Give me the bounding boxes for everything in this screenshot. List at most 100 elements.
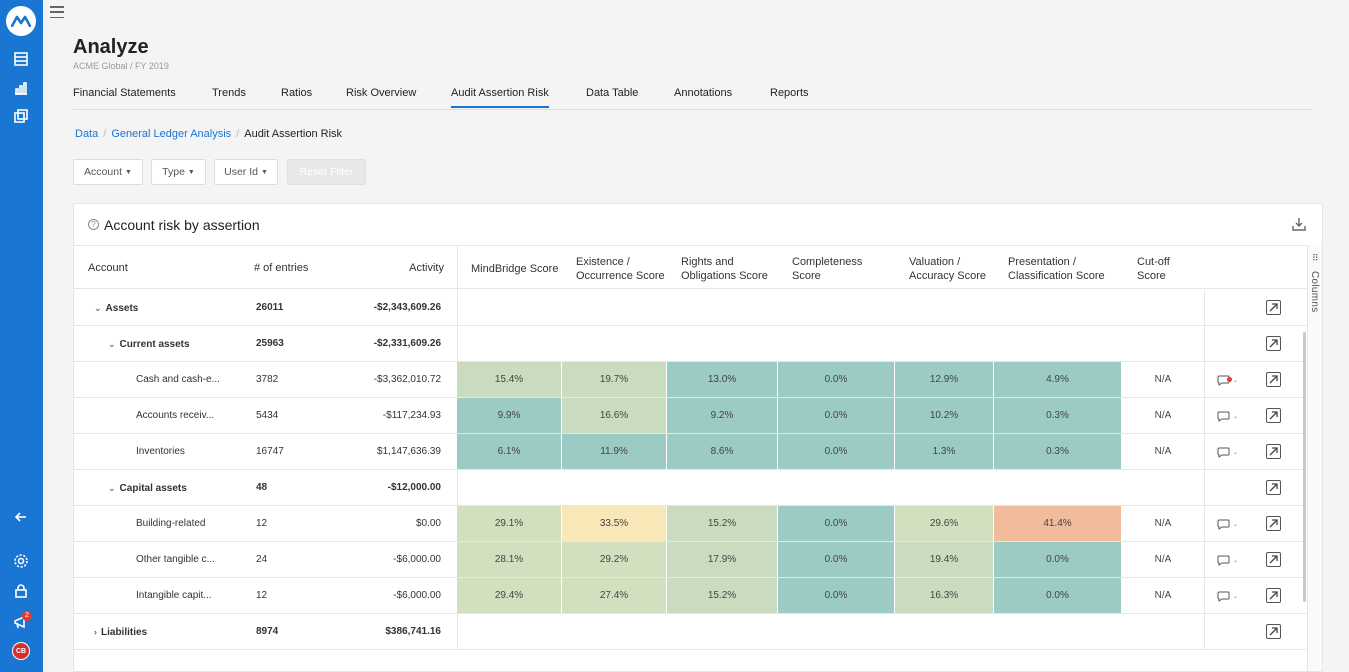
score-cell[interactable]: 29.4%: [457, 578, 562, 613]
open-detail-icon[interactable]: [1266, 372, 1281, 387]
open-detail-icon[interactable]: [1266, 516, 1281, 531]
score-cell[interactable]: 9.9%: [457, 398, 562, 433]
open-detail-icon[interactable]: [1266, 300, 1281, 315]
score-cell[interactable]: 0.0%: [778, 434, 895, 469]
chevron-right-icon[interactable]: ›: [94, 627, 97, 637]
header-valuation-score[interactable]: Valuation / Accuracy Score: [909, 256, 987, 282]
tab-risk-overview[interactable]: Risk Overview: [346, 87, 417, 99]
download-icon[interactable]: [1292, 217, 1306, 231]
tab-ratios[interactable]: Ratios: [281, 87, 313, 99]
open-detail-icon[interactable]: [1266, 444, 1281, 459]
open-detail-icon[interactable]: [1266, 408, 1281, 423]
header-completeness-score[interactable]: Completeness Score: [792, 256, 863, 282]
user-id-filter-dropdown[interactable]: User Id ▼: [214, 159, 278, 185]
tab-annotations[interactable]: Annotations: [674, 87, 733, 99]
score-cell[interactable]: 0.3%: [994, 398, 1122, 433]
account-name[interactable]: Cash and cash-e...: [136, 362, 246, 398]
analyze-icon[interactable]: [11, 78, 31, 98]
user-avatar[interactable]: CB: [12, 642, 30, 660]
score-cell[interactable]: 29.1%: [457, 506, 562, 541]
chevron-down-icon[interactable]: ⌄: [108, 483, 116, 493]
score-cell[interactable]: 0.0%: [778, 398, 895, 433]
open-detail-icon[interactable]: [1266, 480, 1281, 495]
score-cell[interactable]: 8.6%: [667, 434, 778, 469]
breadcrumb-general-ledger-analysis[interactable]: General Ledger Analysis: [111, 128, 232, 140]
tab-data-table[interactable]: Data Table: [586, 87, 639, 99]
open-detail-icon[interactable]: [1266, 336, 1281, 351]
score-cell[interactable]: 16.3%: [895, 578, 994, 613]
open-detail-icon[interactable]: [1266, 588, 1281, 603]
account-filter-dropdown[interactable]: Account ▼: [73, 159, 143, 185]
account-name[interactable]: ⌄ Capital assets: [108, 470, 246, 506]
open-detail-icon[interactable]: [1266, 624, 1281, 639]
score-cell[interactable]: 28.1%: [457, 542, 562, 577]
header-mindbridge-score[interactable]: MindBridge Score: [471, 263, 559, 275]
score-cell[interactable]: 0.0%: [994, 578, 1122, 613]
score-cell[interactable]: 6.1%: [457, 434, 562, 469]
score-cell[interactable]: 27.4%: [562, 578, 667, 613]
reset-filter-button[interactable]: Reset Filter: [287, 159, 366, 185]
account-name[interactable]: › Liabilities: [94, 614, 246, 650]
account-name[interactable]: ⌄ Current assets: [108, 326, 246, 362]
open-detail-icon[interactable]: [1266, 552, 1281, 567]
reports-icon[interactable]: [11, 106, 31, 126]
settings-gear-icon[interactable]: [11, 551, 31, 571]
account-name[interactable]: Inventories: [136, 434, 246, 470]
score-cell[interactable]: 0.0%: [778, 362, 895, 397]
score-cell[interactable]: 29.6%: [895, 506, 994, 541]
score-cell[interactable]: 0.3%: [994, 434, 1122, 469]
score-cell[interactable]: 16.6%: [562, 398, 667, 433]
account-name[interactable]: ⌄ Assets: [94, 290, 246, 326]
data-icon[interactable]: [11, 49, 31, 69]
help-icon[interactable]: ?: [88, 219, 99, 230]
tab-reports[interactable]: Reports: [770, 87, 809, 99]
score-cell[interactable]: 0.0%: [994, 542, 1122, 577]
score-cell[interactable]: 11.9%: [562, 434, 667, 469]
chevron-down-icon[interactable]: ⌄: [94, 303, 102, 313]
header-cutoff-score[interactable]: Cut-off Score: [1137, 256, 1170, 282]
header-entries[interactable]: # of entries: [254, 262, 309, 274]
score-cell[interactable]: 12.9%: [895, 362, 994, 397]
score-cell[interactable]: 19.7%: [562, 362, 667, 397]
score-cell[interactable]: 15.2%: [667, 506, 778, 541]
score-cell[interactable]: 9.2%: [667, 398, 778, 433]
comment-icon[interactable]: ⌄: [1217, 410, 1241, 422]
score-cell[interactable]: 0.0%: [778, 578, 895, 613]
header-existence-score[interactable]: Existence / Occurrence Score: [576, 256, 665, 282]
score-cell[interactable]: 19.4%: [895, 542, 994, 577]
score-cell[interactable]: 1.3%: [895, 434, 994, 469]
score-cell[interactable]: 15.2%: [667, 578, 778, 613]
score-cell[interactable]: 41.4%: [994, 506, 1122, 541]
menu-hamburger-icon[interactable]: [50, 6, 64, 18]
comment-icon[interactable]: ⌄: [1217, 518, 1241, 530]
tab-financial-statements[interactable]: Financial Statements: [73, 87, 176, 99]
tab-audit-assertion-risk[interactable]: Audit Assertion Risk: [451, 87, 549, 108]
score-cell[interactable]: 10.2%: [895, 398, 994, 433]
app-logo[interactable]: [6, 6, 36, 36]
score-cell[interactable]: 4.9%: [994, 362, 1122, 397]
type-filter-dropdown[interactable]: Type ▼: [151, 159, 206, 185]
account-name[interactable]: Building-related: [136, 506, 246, 542]
score-cell[interactable]: 15.4%: [457, 362, 562, 397]
comment-icon[interactable]: ⌄: [1217, 554, 1241, 566]
account-name[interactable]: Accounts receiv...: [136, 398, 246, 434]
comment-icon[interactable]: ⌄: [1217, 590, 1241, 602]
lock-icon[interactable]: [11, 581, 31, 601]
tab-trends[interactable]: Trends: [212, 87, 246, 99]
score-cell[interactable]: 13.0%: [667, 362, 778, 397]
comment-icon[interactable]: ⌄: [1217, 374, 1241, 386]
notifications-megaphone-icon[interactable]: [11, 612, 31, 632]
score-cell[interactable]: 17.9%: [667, 542, 778, 577]
score-cell[interactable]: 0.0%: [778, 506, 895, 541]
account-name[interactable]: Intangible capit...: [136, 578, 246, 614]
score-cell[interactable]: 0.0%: [778, 542, 895, 577]
header-presentation-score[interactable]: Presentation / Classification Score: [1008, 256, 1105, 282]
header-activity[interactable]: Activity: [409, 262, 444, 274]
comment-icon[interactable]: ⌄: [1217, 446, 1241, 458]
header-rights-score[interactable]: Rights and Obligations Score: [681, 256, 768, 282]
account-name[interactable]: Other tangible c...: [136, 542, 246, 578]
breadcrumb-data[interactable]: Data: [75, 128, 99, 140]
chevron-down-icon[interactable]: ⌄: [108, 339, 116, 349]
columns-panel-toggle[interactable]: ⠿ Columns: [1307, 245, 1322, 671]
vertical-scrollbar[interactable]: [1303, 332, 1306, 602]
